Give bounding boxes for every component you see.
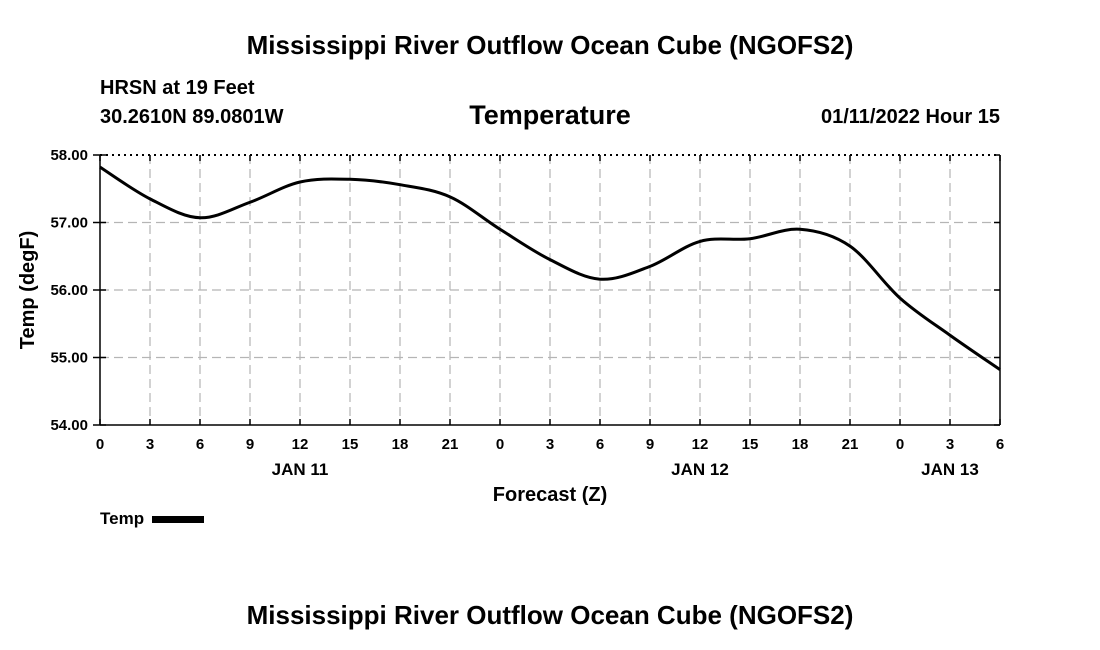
date-label: JAN 11 <box>272 460 329 479</box>
y-tick-label: 58.00 <box>50 147 88 164</box>
y-tick-label: 54.00 <box>50 417 88 434</box>
grid <box>100 155 1000 425</box>
series <box>99 165 1001 371</box>
x-tick-label: 3 <box>146 436 154 453</box>
x-tick-label: 6 <box>996 436 1004 453</box>
footer-title: Mississippi River Outflow Ocean Cube (NG… <box>246 600 854 630</box>
temp-series-line <box>99 165 1001 371</box>
station-label: HRSN at 19 Feet <box>100 77 255 99</box>
coordinates-label: 30.2610N 89.0801W <box>100 106 284 128</box>
x-tick-label: 0 <box>96 436 104 453</box>
tick-labels: 0 3 6 9 12 15 18 21 0 3 6 9 12 15 18 21 0 3 6 JAN 11 JAN 12 J… <box>17 147 1004 506</box>
chart-subtitle: Temperature <box>469 100 631 130</box>
y-tick-label: 56.00 <box>50 282 88 299</box>
chart-title: Mississippi River Outflow Ocean Cube (NG… <box>246 30 854 60</box>
y-axis-title: Temp (degF) <box>17 231 39 350</box>
x-tick-label: 3 <box>946 436 954 453</box>
y-tick-label: 57.00 <box>50 215 88 232</box>
y-tick-label: 55.00 <box>50 350 88 367</box>
x-tick-label: 0 <box>496 436 504 453</box>
x-tick-label: 6 <box>196 436 204 453</box>
x-tick-label: 6 <box>596 436 604 453</box>
x-tick-label: 9 <box>646 436 654 453</box>
x-tick-label: 12 <box>692 436 709 453</box>
x-tick-label: 18 <box>392 436 409 453</box>
x-tick-label: 21 <box>842 436 859 453</box>
forecast-timestamp: 01/11/2022 Hour 15 <box>820 106 1000 128</box>
x-tick-label: 9 <box>246 436 254 453</box>
axes <box>93 154 1001 426</box>
x-tick-label: 21 <box>442 436 459 453</box>
x-tick-label: 18 <box>792 436 809 453</box>
x-tick-label: 3 <box>546 436 554 453</box>
legend-swatch <box>152 515 205 523</box>
x-axis-title: Forecast (Z) <box>493 484 607 506</box>
x-tick-label: 15 <box>342 436 359 453</box>
date-label: JAN 12 <box>671 460 729 479</box>
legend: Temp <box>100 509 205 529</box>
x-tick-label: 0 <box>896 436 904 453</box>
x-tick-label: 12 <box>292 436 309 453</box>
x-tick-label: 15 <box>742 436 759 453</box>
legend-label: Temp <box>100 509 145 528</box>
date-label: JAN 13 <box>921 460 979 479</box>
